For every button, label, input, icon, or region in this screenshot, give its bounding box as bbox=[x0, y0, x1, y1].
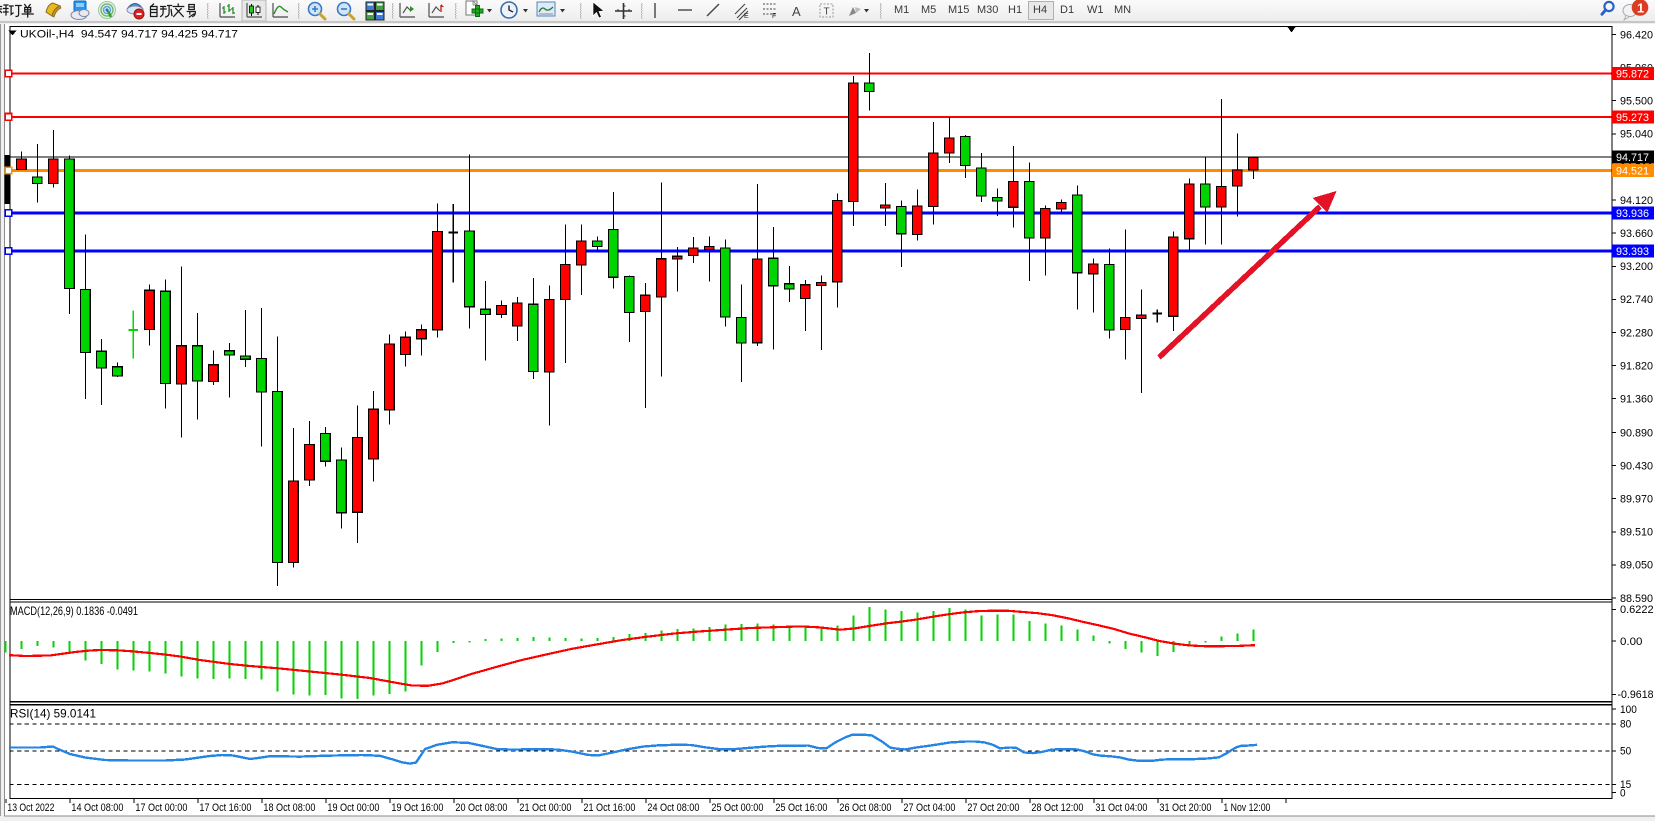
svg-text:UKOil-,H4 94.547 94.717 94.42: UKOil-,H4 94.547 94.717 94.425 94.717 bbox=[20, 29, 238, 41]
svg-text:27 Oct 20:00: 27 Oct 20:00 bbox=[967, 802, 1019, 814]
svg-text:89.510: 89.510 bbox=[1620, 527, 1653, 539]
svg-text:90.430: 90.430 bbox=[1620, 460, 1653, 472]
svg-text:89.970: 89.970 bbox=[1620, 494, 1653, 506]
svg-text:F: F bbox=[772, 13, 776, 20]
svg-text:91.820: 91.820 bbox=[1620, 360, 1653, 372]
svg-text:95.872: 95.872 bbox=[1616, 69, 1649, 81]
svg-text:21 Oct 16:00: 21 Oct 16:00 bbox=[583, 802, 635, 814]
svg-text:0.00: 0.00 bbox=[1620, 636, 1642, 648]
svg-text:50: 50 bbox=[1620, 746, 1631, 758]
svg-text:MACD(12,26,9) 0.1836 -0.0491: MACD(12,26,9) 0.1836 -0.0491 bbox=[10, 604, 138, 618]
svg-text:RSI(14) 59.0141: RSI(14) 59.0141 bbox=[10, 707, 96, 721]
svg-text:1 Nov 12:00: 1 Nov 12:00 bbox=[1223, 802, 1270, 814]
svg-text:94.120: 94.120 bbox=[1620, 195, 1653, 207]
svg-text:27 Oct 04:00: 27 Oct 04:00 bbox=[903, 802, 955, 814]
svg-text:25 Oct 16:00: 25 Oct 16:00 bbox=[775, 802, 827, 814]
svg-text:95.273: 95.273 bbox=[1616, 112, 1649, 124]
svg-text:93.936: 93.936 bbox=[1616, 208, 1649, 220]
svg-text:94.521: 94.521 bbox=[1616, 166, 1649, 178]
svg-text:96.420: 96.420 bbox=[1620, 29, 1653, 41]
svg-text:100: 100 bbox=[1620, 704, 1637, 716]
svg-text:1: 1 bbox=[1637, 1, 1644, 16]
svg-text:95.500: 95.500 bbox=[1620, 96, 1653, 108]
svg-text:18 Oct 08:00: 18 Oct 08:00 bbox=[263, 802, 315, 814]
svg-text:24 Oct 08:00: 24 Oct 08:00 bbox=[647, 802, 699, 814]
svg-text:80: 80 bbox=[1620, 719, 1631, 731]
svg-text:95.040: 95.040 bbox=[1620, 129, 1653, 141]
svg-text:28 Oct 12:00: 28 Oct 12:00 bbox=[1031, 802, 1083, 814]
svg-text:-0.9618: -0.9618 bbox=[1618, 689, 1654, 701]
svg-text:A: A bbox=[792, 4, 801, 19]
svg-text:19 Oct 00:00: 19 Oct 00:00 bbox=[327, 802, 379, 814]
svg-text:0.6222: 0.6222 bbox=[1620, 604, 1654, 616]
svg-text:T: T bbox=[824, 7, 830, 18]
svg-text:14 Oct 08:00: 14 Oct 08:00 bbox=[71, 802, 123, 814]
svg-text:21 Oct 00:00: 21 Oct 00:00 bbox=[519, 802, 571, 814]
svg-text:31 Oct 04:00: 31 Oct 04:00 bbox=[1095, 802, 1147, 814]
svg-text:19 Oct 16:00: 19 Oct 16:00 bbox=[391, 802, 443, 814]
svg-text:92.740: 92.740 bbox=[1620, 294, 1653, 306]
svg-text:93.660: 93.660 bbox=[1620, 228, 1653, 240]
svg-text:92.280: 92.280 bbox=[1620, 327, 1653, 339]
svg-text:E: E bbox=[744, 13, 749, 20]
svg-text:88.590: 88.590 bbox=[1620, 593, 1653, 605]
svg-text:91.360: 91.360 bbox=[1620, 394, 1653, 406]
svg-text:94.717: 94.717 bbox=[1616, 152, 1649, 164]
svg-text:93.393: 93.393 bbox=[1616, 246, 1649, 258]
svg-text:20 Oct 08:00: 20 Oct 08:00 bbox=[455, 802, 507, 814]
svg-text:17 Oct 00:00: 17 Oct 00:00 bbox=[135, 802, 187, 814]
svg-text:89.050: 89.050 bbox=[1620, 560, 1653, 572]
svg-text:31 Oct 20:00: 31 Oct 20:00 bbox=[1159, 802, 1211, 814]
svg-text:93.200: 93.200 bbox=[1620, 261, 1653, 273]
svg-text:13 Oct 2022: 13 Oct 2022 bbox=[7, 802, 54, 814]
svg-text:17 Oct 16:00: 17 Oct 16:00 bbox=[199, 802, 251, 814]
svg-text:25 Oct 00:00: 25 Oct 00:00 bbox=[711, 802, 763, 814]
svg-text:15: 15 bbox=[1620, 779, 1631, 791]
svg-text:0: 0 bbox=[1620, 787, 1626, 799]
svg-text:26 Oct 08:00: 26 Oct 08:00 bbox=[839, 802, 891, 814]
svg-text:90.890: 90.890 bbox=[1620, 427, 1653, 439]
